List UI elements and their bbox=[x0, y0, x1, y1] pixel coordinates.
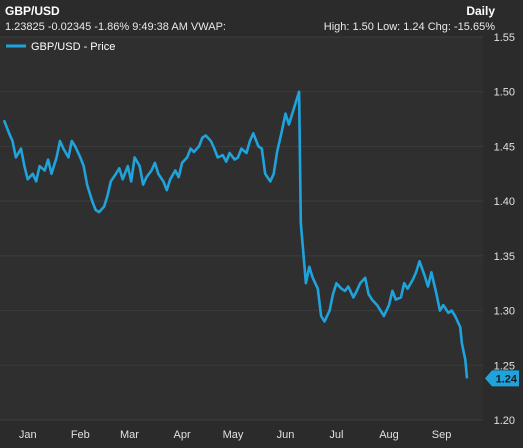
plot-area bbox=[0, 37, 483, 420]
x-tick-label: Mar bbox=[120, 429, 139, 441]
y-tick-label: 1.35 bbox=[494, 251, 515, 263]
quote-stats: 1.23825 -0.02345 -1.86% 9:49:38 AM VWAP: bbox=[5, 21, 226, 33]
y-tick-label: 1.30 bbox=[494, 306, 515, 318]
x-tick-label: Feb bbox=[71, 429, 90, 441]
x-tick-label: Aug bbox=[379, 429, 399, 441]
x-tick-label: Jan bbox=[19, 429, 37, 441]
y-tick-label: 1.55 bbox=[494, 32, 515, 44]
legend-entry: GBP/USD - Price bbox=[31, 41, 115, 53]
x-tick-label: Jul bbox=[329, 429, 343, 441]
price-series-line bbox=[2, 90, 469, 379]
y-tick-label: 1.45 bbox=[494, 141, 515, 153]
x-tick-label: Jun bbox=[277, 429, 295, 441]
last-value-label: 1.24 bbox=[496, 373, 518, 385]
frequency-label: Daily bbox=[466, 4, 495, 18]
y-tick-label: 1.25 bbox=[494, 360, 515, 372]
last-value-marker bbox=[485, 370, 519, 387]
x-tick-label: Apr bbox=[174, 429, 191, 441]
chart-symbol-title: GBP/USD bbox=[5, 4, 60, 18]
x-tick-label: Sep bbox=[432, 429, 452, 441]
y-tick-label: 1.20 bbox=[494, 415, 515, 427]
range-stats: High: 1.50 Low: 1.24 Chg: -15.65% bbox=[323, 21, 495, 33]
y-tick-label: 1.50 bbox=[494, 87, 515, 99]
x-tick-label: May bbox=[223, 429, 244, 441]
y-tick-label: 1.40 bbox=[494, 196, 515, 208]
